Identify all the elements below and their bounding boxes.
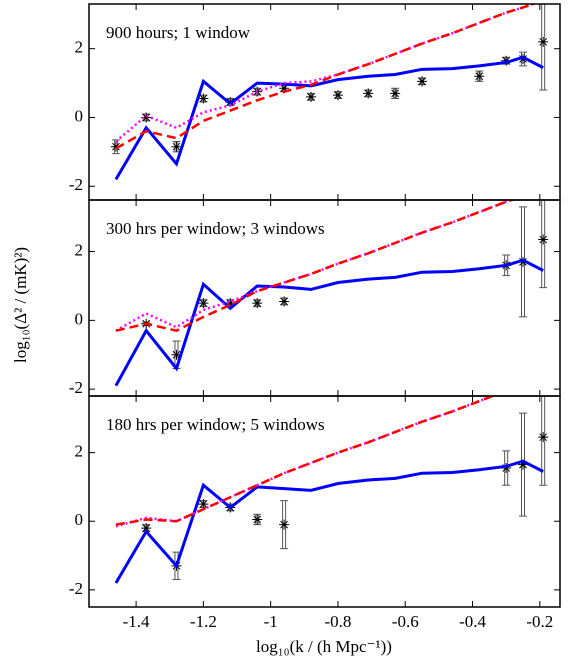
plot-area	[110, 4, 549, 181]
panel: -2 0 2 -1.4 -1.2 -1 -0.8 -0.6 -0.4 -0.2 180 hrs pe…	[69, 395, 561, 631]
plot-area	[114, 200, 549, 387]
error-bar	[518, 51, 527, 67]
y-tick-label: -2	[69, 579, 83, 598]
series-line	[115, 200, 517, 332]
x-tick-label: -0.4	[459, 612, 486, 631]
star-marker	[141, 112, 152, 123]
x-axis-label: log₁₀(k / (h Mpc⁻¹))	[256, 637, 392, 656]
x-tick-label: -0.8	[324, 612, 351, 631]
star-marker	[538, 432, 549, 443]
star-marker	[252, 514, 263, 525]
star-marker	[198, 499, 209, 510]
star-marker	[538, 234, 549, 245]
x-tick-label: -1.2	[190, 612, 217, 631]
error-bar	[280, 500, 289, 550]
star-marker	[198, 298, 209, 309]
star-marker	[501, 55, 512, 66]
y-tick-label: 2	[75, 442, 84, 461]
error-bar	[518, 412, 527, 517]
annotation: 300 hrs per window; 3 windows	[106, 219, 325, 238]
annotation: 900 hours; 1 window	[106, 23, 251, 42]
star-marker	[474, 71, 485, 82]
x-tick-label: -1	[264, 612, 278, 631]
error-bar	[172, 551, 181, 581]
star-marker	[517, 459, 528, 470]
star-marker	[306, 91, 317, 102]
star-marker	[225, 298, 236, 309]
star-marker	[279, 519, 290, 530]
annotation: 180 hrs per window; 5 windows	[106, 415, 325, 434]
star-marker	[363, 88, 374, 99]
star-marker	[538, 36, 549, 47]
series-line	[114, 55, 544, 181]
x-tick-label: -1.4	[123, 612, 150, 631]
star-marker	[279, 83, 290, 94]
series-line	[114, 459, 544, 584]
star-marker	[171, 349, 182, 360]
y-tick-label: 0	[75, 309, 84, 328]
error-bar	[475, 70, 484, 82]
error-bar	[539, 4, 548, 91]
error-bar	[502, 254, 511, 277]
y-axis-label: log₁₀(Δ² / (mK)²)	[11, 247, 30, 363]
y-tick-label: 0	[75, 510, 84, 529]
series-line	[114, 258, 544, 387]
error-bar	[502, 450, 511, 486]
panel-frame	[88, 395, 561, 608]
error-bar	[539, 200, 548, 289]
error-bar	[172, 141, 181, 153]
y-tick-label: 2	[75, 240, 84, 259]
y-tick-label: -2	[69, 378, 83, 397]
series-line	[115, 396, 497, 526]
series-line	[115, 4, 537, 150]
error-bar	[391, 87, 400, 100]
x-tick-label: -0.2	[526, 612, 553, 631]
star-marker	[252, 298, 263, 309]
panel: -2 0 2 300 hrs per window; 3 windows	[69, 199, 561, 397]
x-tick-label: -0.6	[392, 612, 419, 631]
series-line	[115, 396, 497, 528]
star-marker	[517, 256, 528, 267]
error-bar	[539, 396, 548, 486]
error-bar	[253, 513, 262, 526]
panel: -2 0 2 900 hours; 1 window	[69, 3, 561, 201]
star-marker	[279, 296, 290, 307]
star-marker	[332, 90, 343, 101]
y-tick-label: -2	[69, 175, 83, 194]
star-marker	[110, 141, 121, 152]
error-bar	[111, 139, 120, 155]
y-tick-label: 0	[75, 106, 84, 125]
star-marker	[390, 88, 401, 99]
star-marker	[171, 141, 182, 152]
error-bar	[518, 206, 527, 318]
y-tick-label: 2	[75, 38, 84, 57]
star-marker	[501, 463, 512, 474]
star-marker	[141, 523, 152, 534]
star-marker	[417, 76, 428, 87]
plot-area	[114, 396, 549, 584]
star-marker	[517, 54, 528, 65]
series-line	[115, 200, 517, 332]
star-marker	[198, 93, 209, 104]
